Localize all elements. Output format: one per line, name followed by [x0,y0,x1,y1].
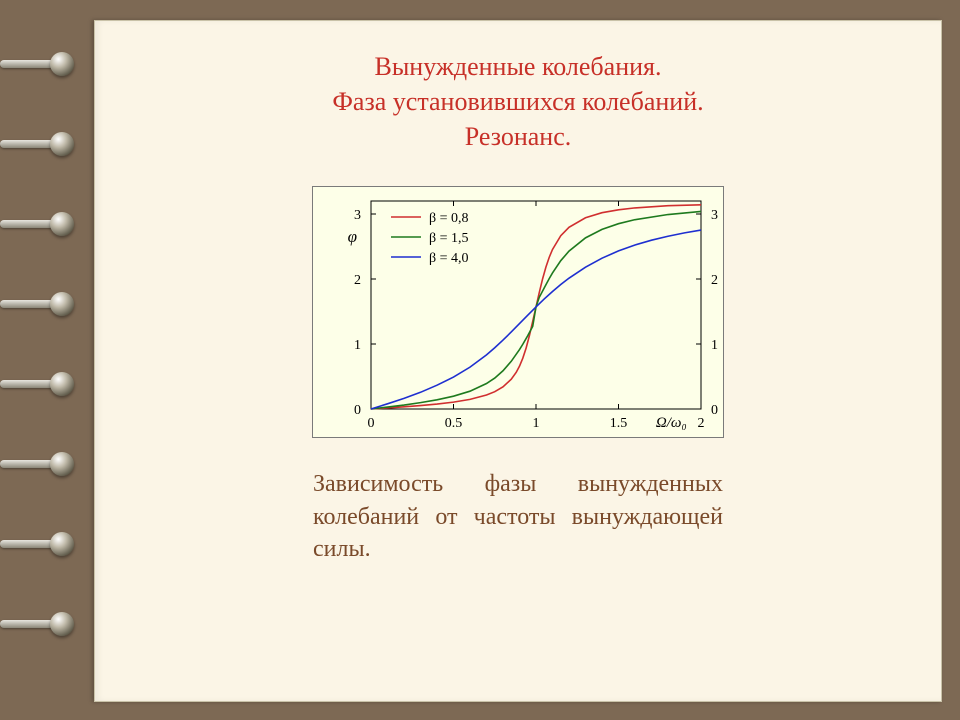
svg-text:2: 2 [698,416,705,431]
binder-ring [0,530,70,558]
svg-text:1: 1 [533,416,540,431]
slide-page: Вынужденные колебания. Фаза установивших… [94,20,942,702]
svg-text:1: 1 [711,338,718,353]
svg-text:β = 4,0: β = 4,0 [429,251,469,266]
svg-text:Ω/ω₀: Ω/ω₀ [656,415,687,431]
svg-text:1.5: 1.5 [610,416,628,431]
binder-ring [0,450,70,478]
series-line [371,212,701,410]
phase-chart: 0 0.5 1 1.5 2 Ω/ω₀ 0 1 2 3 φ 0 1 2 3 β = 0,8 β = 1,5 β = … [312,186,724,438]
svg-text:2: 2 [354,273,361,288]
svg-text:0.5: 0.5 [445,416,463,431]
title-line-2: Фаза установившихся колебаний. [95,84,941,119]
binder-ring [0,290,70,318]
svg-text:0: 0 [711,403,718,418]
svg-text:0: 0 [354,403,361,418]
binder-ring [0,50,70,78]
svg-text:φ: φ [348,227,357,246]
chart-caption: Зависимость фазы вынужденных колебаний о… [313,468,723,565]
svg-text:3: 3 [354,208,361,223]
slide-title: Вынужденные колебания. Фаза установивших… [95,49,941,154]
binder-ring [0,610,70,638]
svg-text:β = 1,5: β = 1,5 [429,231,469,246]
binder-ring [0,370,70,398]
binder-ring [0,210,70,238]
binder-ring [0,130,70,158]
svg-text:3: 3 [711,208,718,223]
title-line-1: Вынужденные колебания. [95,49,941,84]
svg-text:β = 0,8: β = 0,8 [429,211,469,226]
svg-text:1: 1 [354,338,361,353]
svg-text:2: 2 [711,273,718,288]
title-line-3: Резонанс. [95,119,941,154]
svg-text:0: 0 [368,416,375,431]
spiral-binder [0,0,100,720]
chart-svg: 0 0.5 1 1.5 2 Ω/ω₀ 0 1 2 3 φ 0 1 2 3 β = 0,8 β = 1,5 β = … [313,187,723,437]
